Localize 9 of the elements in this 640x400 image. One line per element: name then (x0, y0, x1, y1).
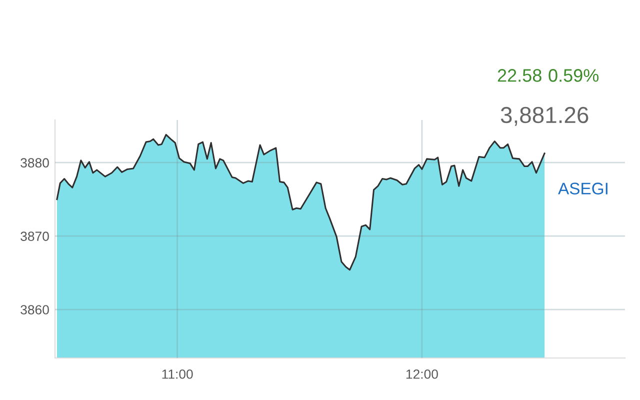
text: 0.59% (548, 69, 599, 82)
annotation: ASEGI (558, 182, 608, 194)
y-tick-label: 3870 (20, 232, 49, 241)
text: 22.58 (498, 69, 542, 82)
x-tick-label: 12:00 (406, 369, 438, 379)
y-tick-label: 3860 (20, 305, 49, 314)
y-tick-label: 3880 (20, 158, 49, 168)
annotation: 3,881.26 (500, 106, 588, 126)
x-tick-label: 11:00 (162, 369, 193, 379)
